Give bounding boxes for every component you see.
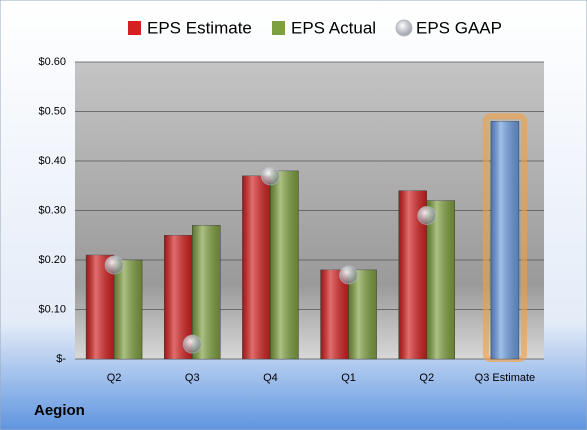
y-tick-label: $0.40 <box>38 155 66 167</box>
x-tick-label: Q2 <box>419 372 434 384</box>
legend-swatch <box>395 19 413 37</box>
gaap-marker <box>104 255 124 275</box>
bar <box>242 175 271 360</box>
legend-label: EPS Estimate <box>147 18 252 37</box>
legend-swatch <box>128 21 141 35</box>
bar <box>113 259 143 360</box>
legend-label: EPS Actual <box>291 18 376 37</box>
x-tick-label: Q4 <box>263 372 278 384</box>
y-tick-label: $0.50 <box>38 105 66 117</box>
legend-label: EPS GAAP <box>416 18 502 37</box>
bar <box>270 170 299 360</box>
y-tick-label: $0.20 <box>38 254 66 266</box>
y-tick-label: $0.30 <box>38 204 66 216</box>
y-tick-label: $0.10 <box>38 303 66 315</box>
gaap-marker <box>260 166 280 186</box>
x-tick-label: Q3 Estimate <box>475 372 536 384</box>
footer: Aegion <box>34 402 85 419</box>
gaap-marker <box>339 265 359 285</box>
y-tick-label: $- <box>56 353 66 365</box>
x-tick-label: Q1 <box>341 372 356 384</box>
x-tick-label: Q2 <box>107 372 122 384</box>
bar <box>490 121 520 360</box>
gaap-marker <box>182 334 202 354</box>
bar <box>426 200 455 360</box>
x-tick-label: Q3 <box>185 372 200 384</box>
gaap-marker <box>417 205 437 225</box>
legend-swatch <box>272 21 285 35</box>
y-tick-label: $0.60 <box>38 56 66 68</box>
